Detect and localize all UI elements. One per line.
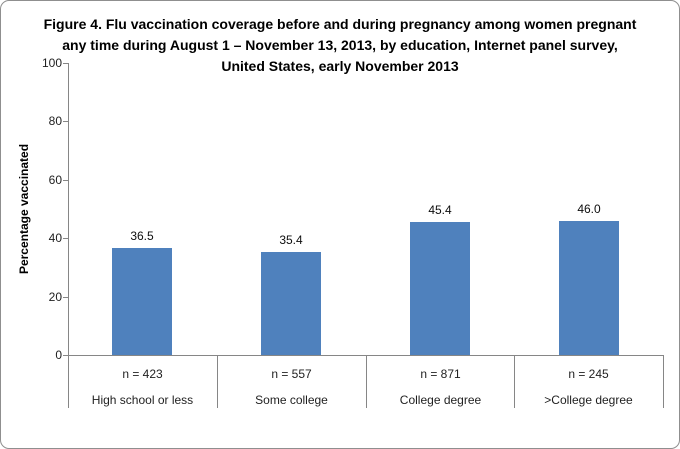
- y-tick-mark: [63, 121, 68, 123]
- category-label: High school or less: [91, 393, 194, 407]
- y-tick-mark: [63, 63, 68, 64]
- y-tick-mark: [63, 355, 68, 356]
- bar: [112, 248, 172, 355]
- bar: [410, 222, 470, 355]
- y-axis-line: [68, 63, 69, 408]
- bar-value-label: 36.5: [130, 229, 154, 243]
- bar: [261, 252, 321, 355]
- y-tick-label: 20: [48, 289, 62, 304]
- y-tick-label: 60: [48, 172, 62, 187]
- sample-size-label: n = 423: [122, 367, 163, 381]
- category-label: Some college: [255, 393, 328, 407]
- category-divider: [366, 356, 367, 408]
- bar-value-label: 45.4: [428, 203, 452, 217]
- category-label: >College degree: [544, 393, 633, 407]
- y-tick-label: 80: [48, 114, 62, 129]
- y-tick-label: 0: [55, 348, 62, 362]
- category-divider: [514, 356, 515, 408]
- category-label: College degree: [399, 393, 482, 407]
- category-divider: [663, 356, 664, 408]
- y-tick-mark: [63, 296, 68, 298]
- bar: [559, 221, 619, 355]
- sample-size-label: n = 557: [271, 367, 312, 381]
- y-tick-mark: [63, 238, 68, 240]
- bar-value-label: 46.0: [577, 202, 601, 216]
- bar-value-label: 35.4: [279, 233, 303, 247]
- x-axis-line: [68, 355, 664, 356]
- y-tick-label: 40: [48, 231, 62, 246]
- y-tick-label: 100: [41, 56, 62, 70]
- sample-size-label: n = 871: [420, 367, 461, 381]
- y-tick-mark: [63, 179, 68, 181]
- sample-size-label: n = 245: [568, 367, 609, 381]
- category-divider: [217, 356, 218, 408]
- chart-title: Figure 4. Flu vaccination coverage befor…: [43, 16, 637, 74]
- y-axis-title: Percentage vaccinated: [17, 143, 31, 275]
